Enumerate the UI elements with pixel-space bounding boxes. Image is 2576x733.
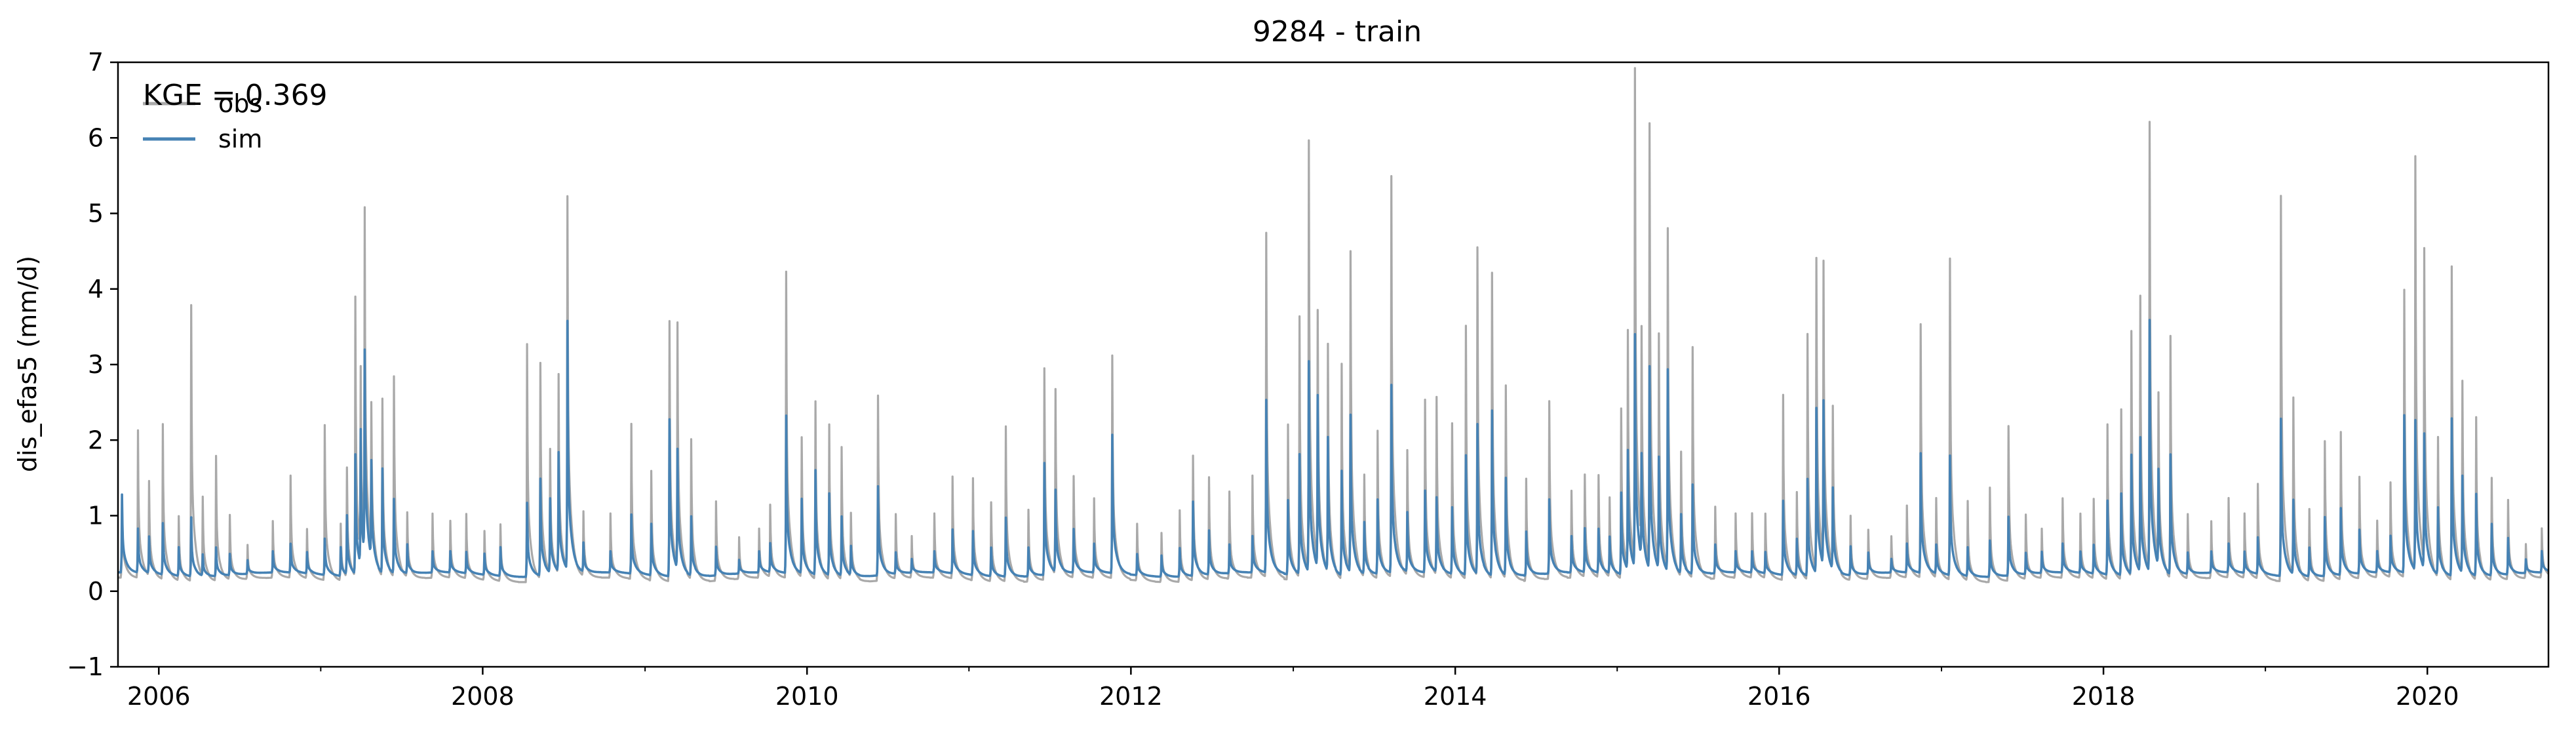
y-tick-label: 3 <box>88 350 104 379</box>
y-tick-label: 6 <box>88 123 104 152</box>
series-line-sim <box>118 319 2548 578</box>
kge-annotation: KGE = 0.369 <box>143 79 328 112</box>
y-tick-label: 1 <box>88 502 104 530</box>
x-tick-label: 2010 <box>775 682 839 711</box>
y-tick-label: 0 <box>88 577 104 606</box>
x-tick-label: 2006 <box>127 682 191 711</box>
y-tick-label: 4 <box>88 275 104 304</box>
legend-label-sim: sim <box>218 125 262 153</box>
plot-area <box>118 62 2548 667</box>
plot-background <box>118 62 2548 667</box>
x-tick-label: 2020 <box>2396 682 2459 711</box>
x-tick-label: 2014 <box>1424 682 1487 711</box>
y-tick-label: 2 <box>88 426 104 454</box>
x-tick-label: 2012 <box>1099 682 1163 711</box>
y-tick-label: 5 <box>88 199 104 228</box>
legend-label-obs: obs <box>218 89 262 118</box>
axes: −1 0 1 2 3 4 5 6 7 2006 2008 2010 2012 2014 2016 2018 20… <box>67 48 2550 711</box>
x-tick-label: 2018 <box>2072 682 2136 711</box>
series-group <box>118 67 2548 584</box>
y-tick-label: 7 <box>88 48 104 77</box>
y-axis-label: dis_efas5 (mm/d) <box>13 256 42 472</box>
x-tick-label: 2008 <box>451 682 515 711</box>
legend: obs sim <box>143 89 262 153</box>
chart-title: 9284 - train <box>1253 15 1422 49</box>
x-tick-label: 2016 <box>1747 682 1811 711</box>
y-tick-label: −1 <box>67 652 104 681</box>
